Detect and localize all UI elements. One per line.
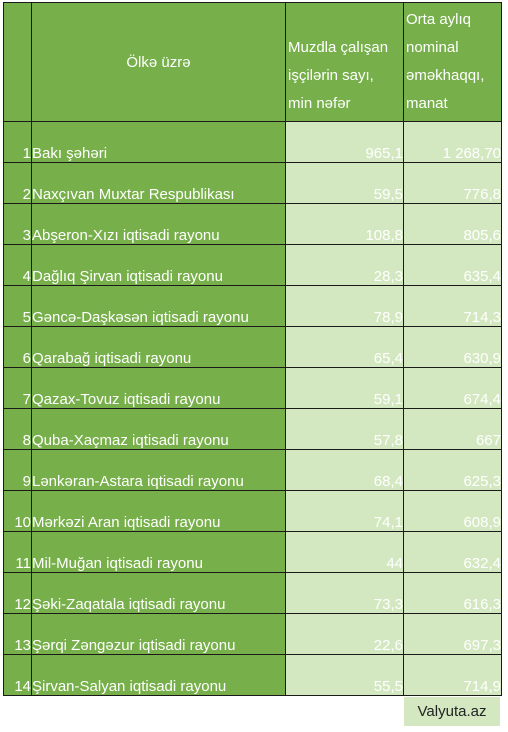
table-header-row: Ölkə üzrə Muzdla çalışan işçilərin sayı,… <box>3 2 502 122</box>
region-name: Gəncə-Daşkəsən iqtisadi rayonu <box>31 285 286 327</box>
region-name: Naxçıvan Muxtar Respublikası <box>31 162 286 204</box>
salary-value: 616,3 <box>403 572 502 614</box>
row-number: 7 <box>3 367 32 409</box>
salary-value: 776,8 <box>403 162 502 204</box>
salary-value: 632,4 <box>403 531 502 573</box>
row-number: 1 <box>3 121 32 163</box>
table-body: 1 Bakı şəhəri 965,1 1 268,70 2 Naxçıvan Muxta… <box>3 121 502 696</box>
table-row: 11 Mil-Muğan iqtisadi rayonu 44 632,4 <box>3 531 502 573</box>
row-number: 4 <box>3 244 32 286</box>
salary-value: 625,3 <box>403 449 502 491</box>
employees-value: 28,3 <box>285 244 404 286</box>
header-employees: Muzdla çalışan işçilərin sayı, min nəfər <box>285 2 404 122</box>
table-row: 7 Qazax-Tovuz iqtisadi rayonu 59,1 674,4 <box>3 367 502 409</box>
row-number: 6 <box>3 326 32 368</box>
employees-value: 55,5 <box>285 654 404 696</box>
source-credit: Valyuta.az <box>404 697 500 726</box>
header-index-cell <box>3 2 32 122</box>
table-row: 10 Mərkəzi Aran iqtisadi rayonu 74,1 608,9 <box>3 490 502 532</box>
table-row: 5 Gəncə-Daşkəsən iqtisadi rayonu 78,9 714,3 <box>3 285 502 327</box>
region-name: Şəki-Zaqatala iqtisadi rayonu <box>31 572 286 614</box>
employees-value: 65,4 <box>285 326 404 368</box>
header-salary: Orta aylıq nominal əməkhaqqı, manat <box>403 2 502 122</box>
region-name: Mil-Muğan iqtisadi rayonu <box>31 531 286 573</box>
row-number: 12 <box>3 572 32 614</box>
table-row: 1 Bakı şəhəri 965,1 1 268,70 <box>3 121 502 163</box>
row-number: 5 <box>3 285 32 327</box>
employees-value: 59,1 <box>285 367 404 409</box>
salary-value: 608,9 <box>403 490 502 532</box>
region-name: Dağlıq Şirvan iqtisadi rayonu <box>31 244 286 286</box>
table-row: 6 Qarabağ iqtisadi rayonu 65,4 630,9 <box>3 326 502 368</box>
table-row: 13 Şərqi Zəngəzur iqtisadi rayonu 22,6 697,… <box>3 613 502 655</box>
row-number: 2 <box>3 162 32 204</box>
region-name: Qarabağ iqtisadi rayonu <box>31 326 286 368</box>
employees-value: 22,6 <box>285 613 404 655</box>
table-row: 2 Naxçıvan Muxtar Respublikası 59,5 776,8 <box>3 162 502 204</box>
table-row: 9 Lənkəran-Astara iqtisadi rayonu 68,4 625,… <box>3 449 502 491</box>
region-name: Şərqi Zəngəzur iqtisadi rayonu <box>31 613 286 655</box>
table-row: 3 Abşeron-Xızı iqtisadi rayonu 108,8 805,6 <box>3 203 502 245</box>
employees-value: 965,1 <box>285 121 404 163</box>
regional-salary-table: Ölkə üzrə Muzdla çalışan işçilərin sayı,… <box>3 2 502 696</box>
employees-value: 78,9 <box>285 285 404 327</box>
region-name: Quba-Xaçmaz iqtisadi rayonu <box>31 408 286 450</box>
table-row: 12 Şəki-Zaqatala iqtisadi rayonu 73,3 616,3 <box>3 572 502 614</box>
salary-value: 714,9 <box>403 654 502 696</box>
row-number: 9 <box>3 449 32 491</box>
table-row: 4 Dağlıq Şirvan iqtisadi rayonu 28,3 635,4 <box>3 244 502 286</box>
employees-value: 108,8 <box>285 203 404 245</box>
salary-value: 714,3 <box>403 285 502 327</box>
salary-value: 667 <box>403 408 502 450</box>
header-region: Ölkə üzrə <box>31 2 286 122</box>
region-name: Qazax-Tovuz iqtisadi rayonu <box>31 367 286 409</box>
region-name: Mərkəzi Aran iqtisadi rayonu <box>31 490 286 532</box>
employees-value: 68,4 <box>285 449 404 491</box>
region-name: Lənkəran-Astara iqtisadi rayonu <box>31 449 286 491</box>
region-name: Abşeron-Xızı iqtisadi rayonu <box>31 203 286 245</box>
salary-value: 674,4 <box>403 367 502 409</box>
salary-value: 805,6 <box>403 203 502 245</box>
row-number: 3 <box>3 203 32 245</box>
salary-value: 635,4 <box>403 244 502 286</box>
row-number: 8 <box>3 408 32 450</box>
employees-value: 44 <box>285 531 404 573</box>
row-number: 14 <box>3 654 32 696</box>
employees-value: 74,1 <box>285 490 404 532</box>
employees-value: 73,3 <box>285 572 404 614</box>
table-row: 14 Şirvan-Salyan iqtisadi rayonu 55,5 714,9 <box>3 654 502 696</box>
region-name: Bakı şəhəri <box>31 121 286 163</box>
row-number: 13 <box>3 613 32 655</box>
salary-value: 630,9 <box>403 326 502 368</box>
salary-value: 1 268,70 <box>403 121 502 163</box>
region-name: Şirvan-Salyan iqtisadi rayonu <box>31 654 286 696</box>
salary-value: 697,3 <box>403 613 502 655</box>
table-row: 8 Quba-Xaçmaz iqtisadi rayonu 57,8 667 <box>3 408 502 450</box>
row-number: 11 <box>3 531 32 573</box>
employees-value: 59,5 <box>285 162 404 204</box>
row-number: 10 <box>3 490 32 532</box>
employees-value: 57,8 <box>285 408 404 450</box>
